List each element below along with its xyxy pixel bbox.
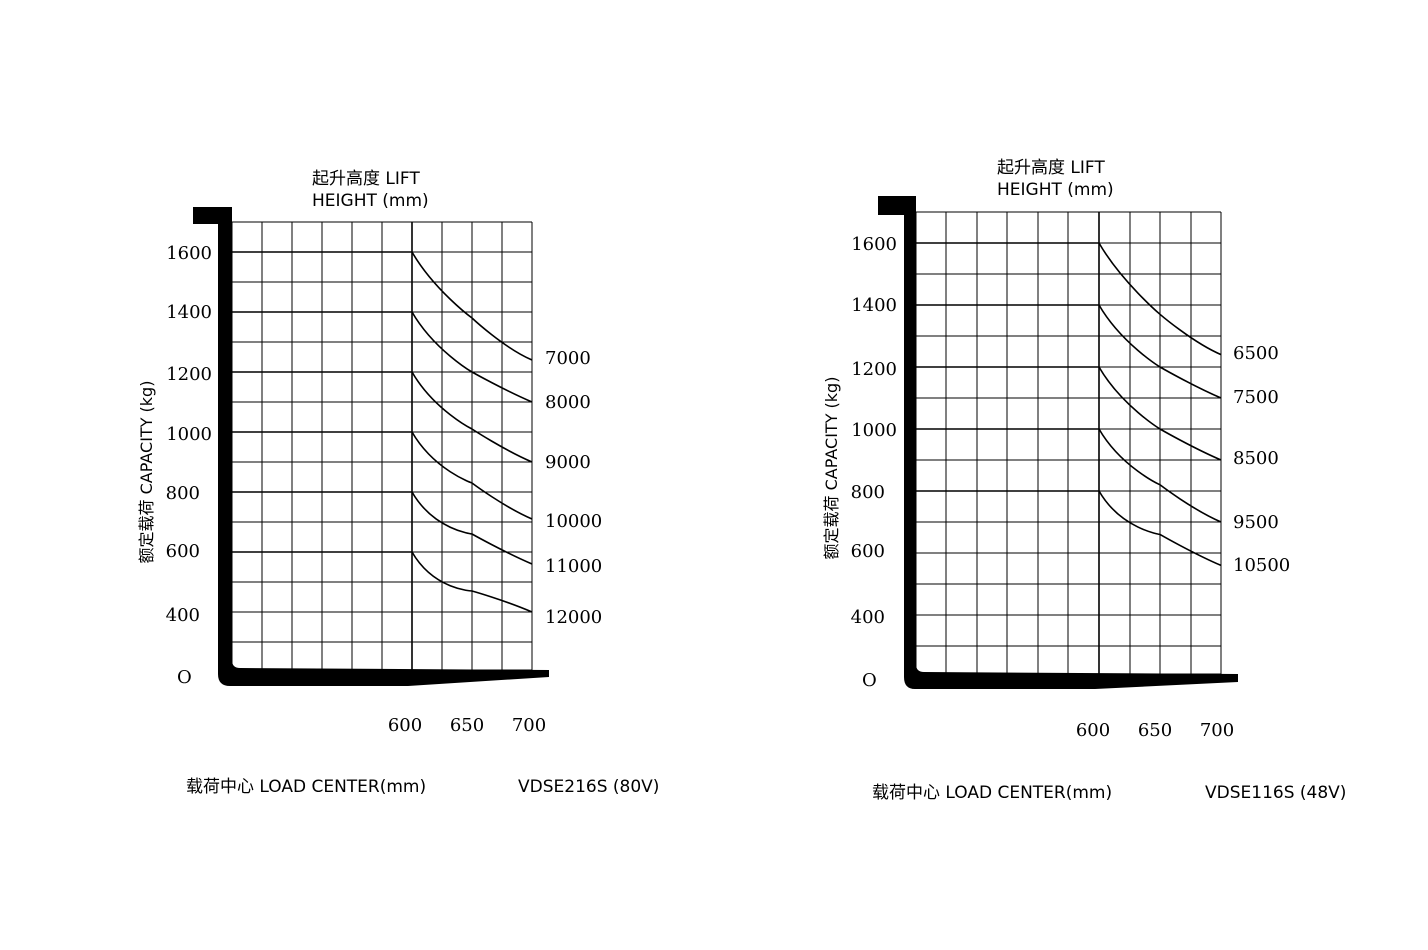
capacity-curve-7500 — [916, 304, 1222, 399]
x-tick-650: 650 — [450, 715, 484, 736]
series-label-12000: 12000 — [545, 607, 602, 628]
capacity-curve-7000 — [232, 251, 533, 361]
x-tick-600: 600 — [388, 715, 422, 736]
x-axis-label: 载荷中心 LOAD CENTER(mm) — [872, 783, 1112, 803]
y-tick-800: 800 — [851, 482, 885, 503]
model-label: VDSE116S (48V) — [1205, 783, 1346, 803]
series-label-9000: 9000 — [545, 452, 591, 473]
y-tick-1200: 1200 — [166, 364, 212, 385]
y-tick-1200: 1200 — [851, 359, 897, 380]
y-tick-400: 400 — [166, 605, 200, 626]
lift-height-title-line2: HEIGHT (mm) — [312, 191, 429, 211]
capacity-curve-9000 — [232, 371, 533, 463]
series-label-10000: 10000 — [545, 511, 602, 532]
y-tick-1400: 1400 — [166, 302, 212, 323]
capacity-curve-11000 — [232, 491, 533, 565]
x-tick-700: 700 — [1200, 720, 1234, 741]
y-tick-600: 600 — [166, 541, 200, 562]
series-label-8000: 8000 — [545, 392, 591, 413]
y-tick-1600: 1600 — [851, 234, 897, 255]
capacity-curve-6500 — [916, 242, 1222, 356]
series-label-7000: 7000 — [545, 348, 591, 369]
lift-height-title-line2: HEIGHT (mm) — [997, 180, 1114, 200]
y-tick-1600: 1600 — [166, 243, 212, 264]
series-label-6500: 6500 — [1233, 343, 1279, 364]
capacity-curve-8000 — [232, 311, 533, 403]
model-label: VDSE216S (80V) — [518, 777, 659, 797]
x-tick-650: 650 — [1138, 720, 1172, 741]
chart-grid — [915, 211, 1222, 675]
y-tick-1400: 1400 — [851, 295, 897, 316]
x-axis-label: 载荷中心 LOAD CENTER(mm) — [186, 777, 426, 797]
fork-silhouette — [878, 196, 1238, 689]
lift-height-title-line1: 起升高度 LIFT — [312, 169, 420, 189]
series-label-11000: 11000 — [545, 556, 602, 577]
capacity-curve-12000 — [232, 551, 533, 613]
chart-vdse216s: 起升高度 LIFT HEIGHT (mm) 1600 1400 1200 100… — [137, 169, 659, 797]
capacity-curve-10500 — [916, 490, 1222, 567]
origin-label: O — [177, 667, 192, 688]
y-tick-400: 400 — [851, 607, 885, 628]
x-tick-600: 600 — [1076, 720, 1110, 741]
y-tick-800: 800 — [166, 483, 200, 504]
y-tick-1000: 1000 — [851, 420, 897, 441]
series-label-9500: 9500 — [1233, 512, 1279, 533]
chart-grid — [231, 221, 533, 671]
capacity-curves — [916, 242, 1222, 567]
y-tick-600: 600 — [851, 541, 885, 562]
series-label-7500: 7500 — [1233, 387, 1279, 408]
chart-vdse116s: 起升高度 LIFT HEIGHT (mm) 1600 1400 1200 100… — [822, 158, 1346, 803]
capacity-curve-8500 — [916, 366, 1222, 461]
y-axis-label: 额定载荷 CAPACITY (kg) — [822, 377, 841, 560]
series-label-8500: 8500 — [1233, 448, 1279, 469]
capacity-curves — [232, 251, 533, 613]
lift-height-title-line1: 起升高度 LIFT — [997, 158, 1105, 178]
y-tick-1000: 1000 — [166, 424, 212, 445]
y-axis-label: 额定载荷 CAPACITY (kg) — [137, 381, 156, 564]
capacity-curve-9500 — [916, 428, 1222, 523]
capacity-curve-10000 — [232, 431, 533, 520]
origin-label: O — [862, 670, 877, 691]
fork-silhouette — [193, 207, 549, 686]
x-tick-700: 700 — [512, 715, 546, 736]
series-label-10500: 10500 — [1233, 555, 1290, 576]
